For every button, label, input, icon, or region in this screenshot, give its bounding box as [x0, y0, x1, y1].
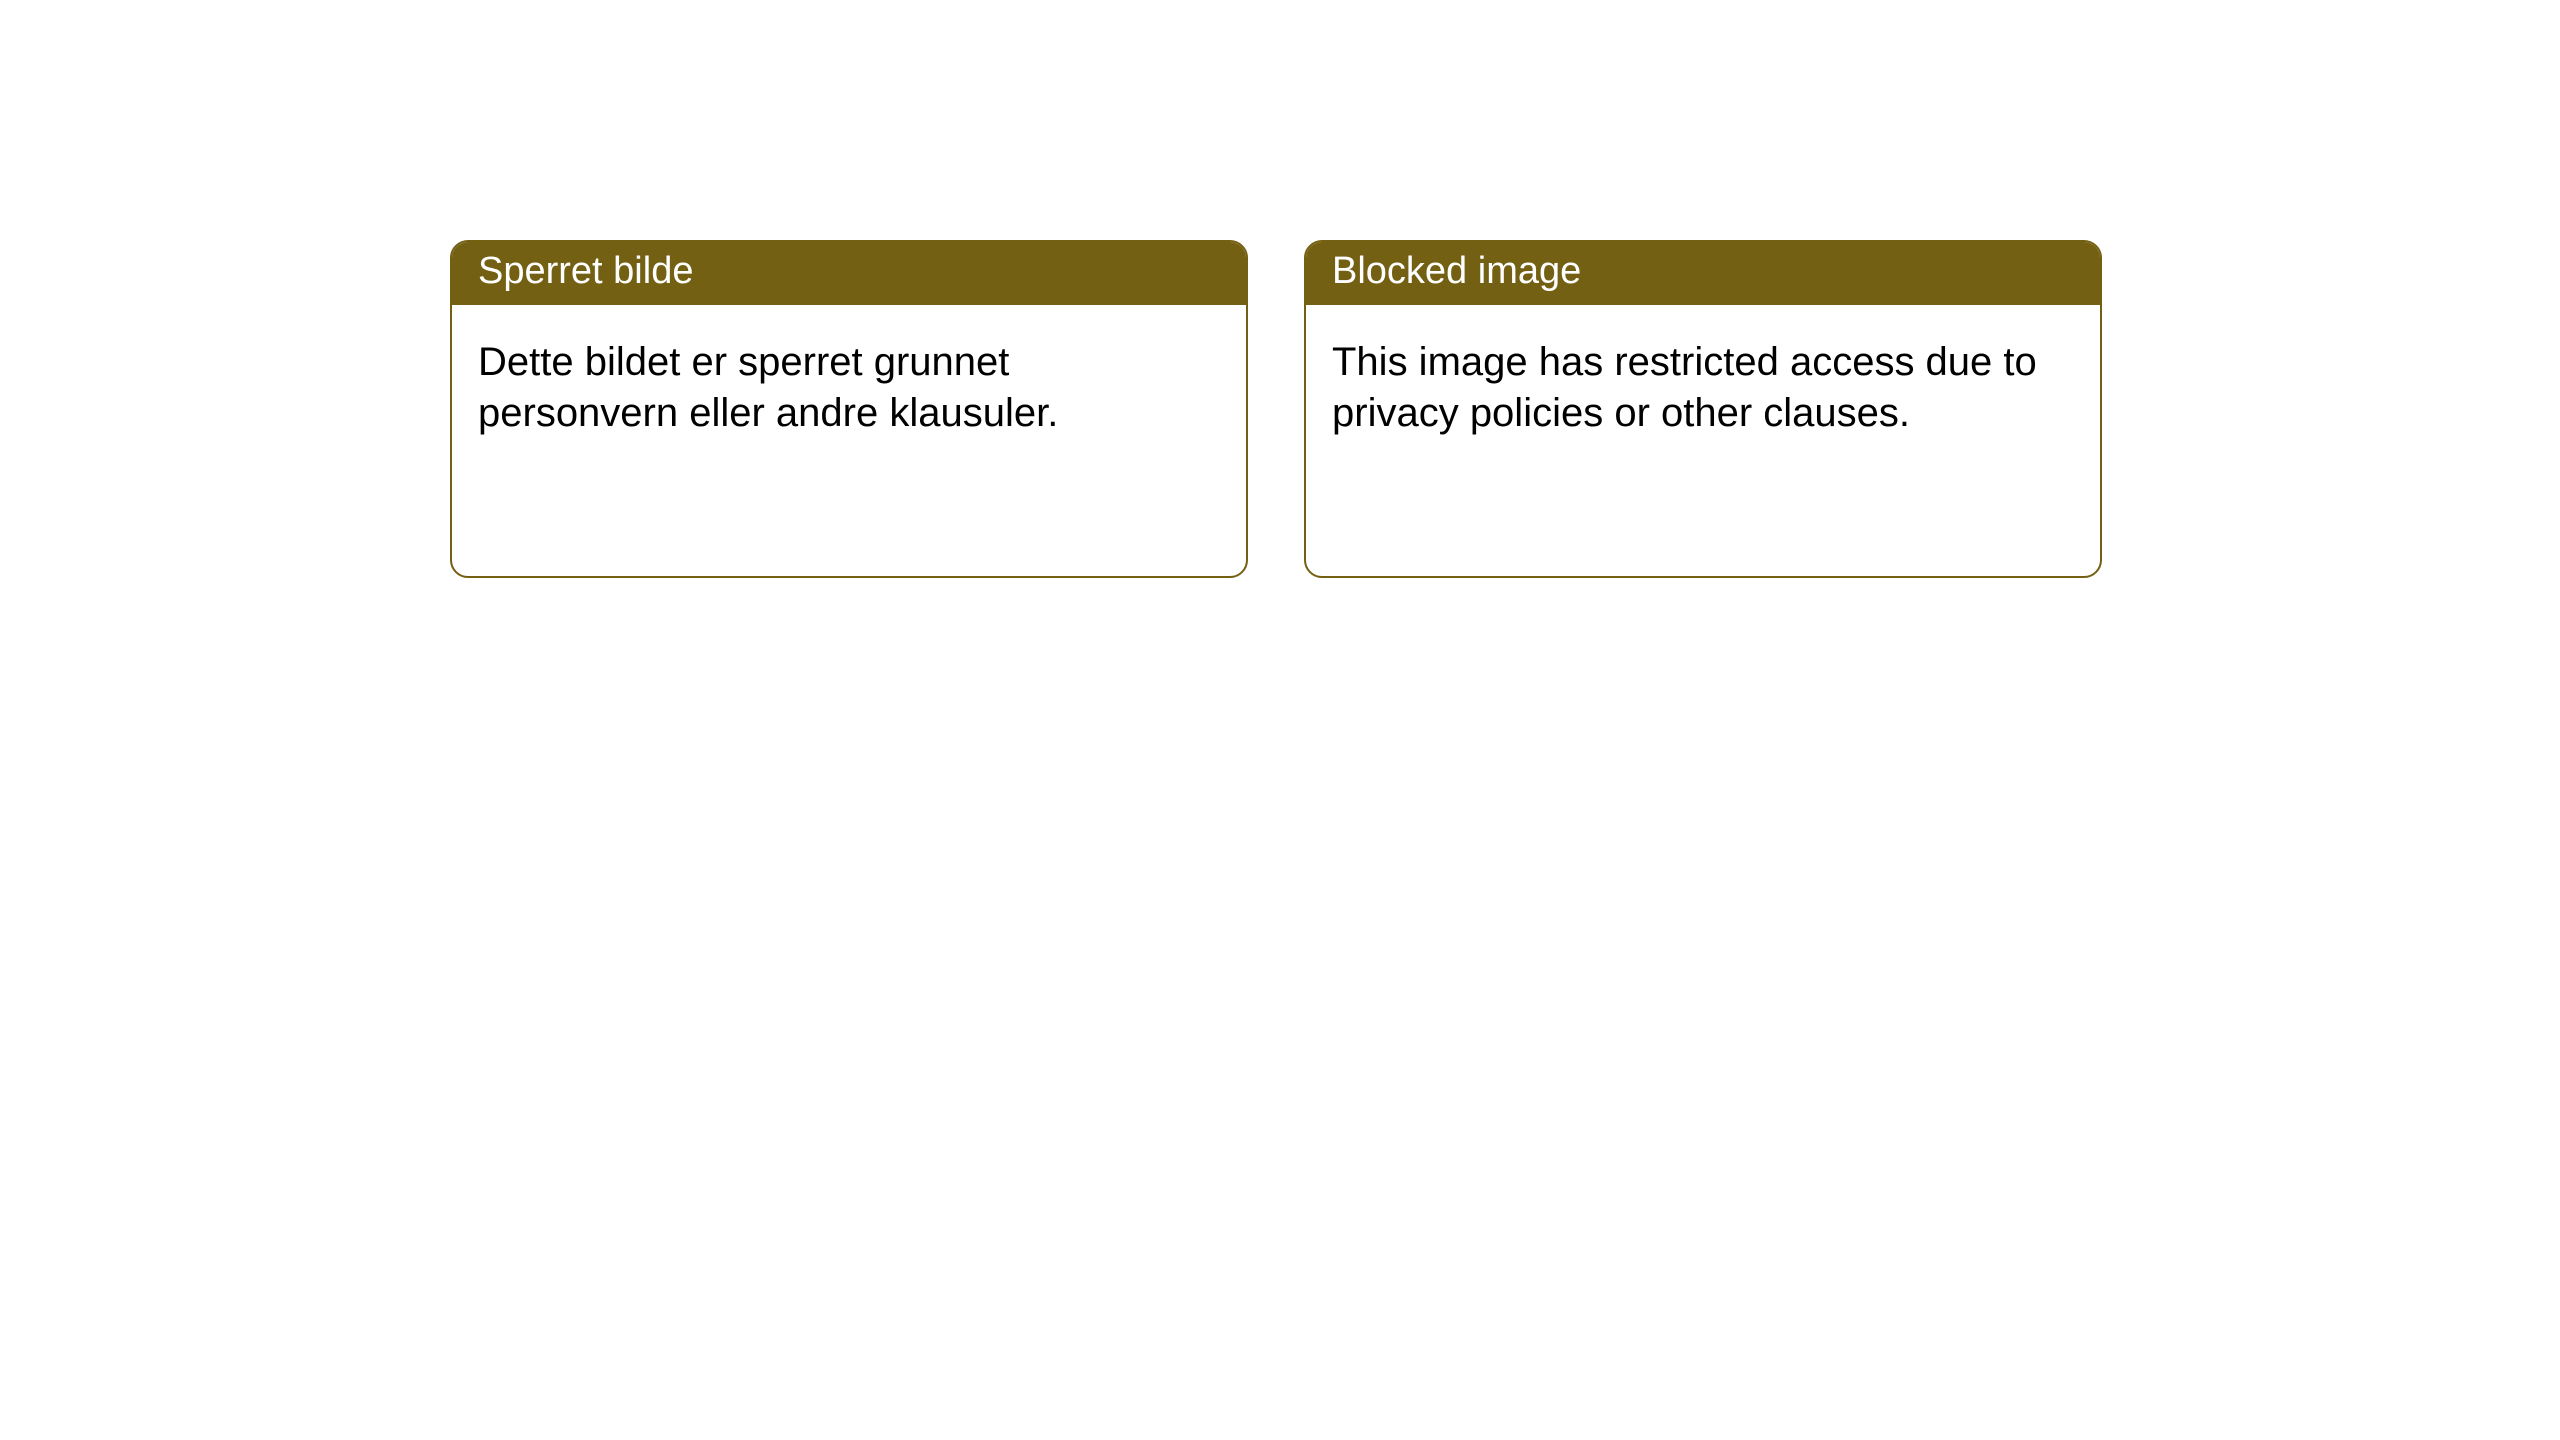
notice-cards-container: Sperret bilde Dette bildet er sperret gr… — [450, 240, 2560, 578]
notice-header-norwegian: Sperret bilde — [452, 242, 1246, 305]
notice-body-norwegian: Dette bildet er sperret grunnet personve… — [452, 305, 1246, 471]
notice-card-norwegian: Sperret bilde Dette bildet er sperret gr… — [450, 240, 1248, 578]
notice-header-english: Blocked image — [1306, 242, 2100, 305]
notice-body-english: This image has restricted access due to … — [1306, 305, 2100, 471]
notice-card-english: Blocked image This image has restricted … — [1304, 240, 2102, 578]
